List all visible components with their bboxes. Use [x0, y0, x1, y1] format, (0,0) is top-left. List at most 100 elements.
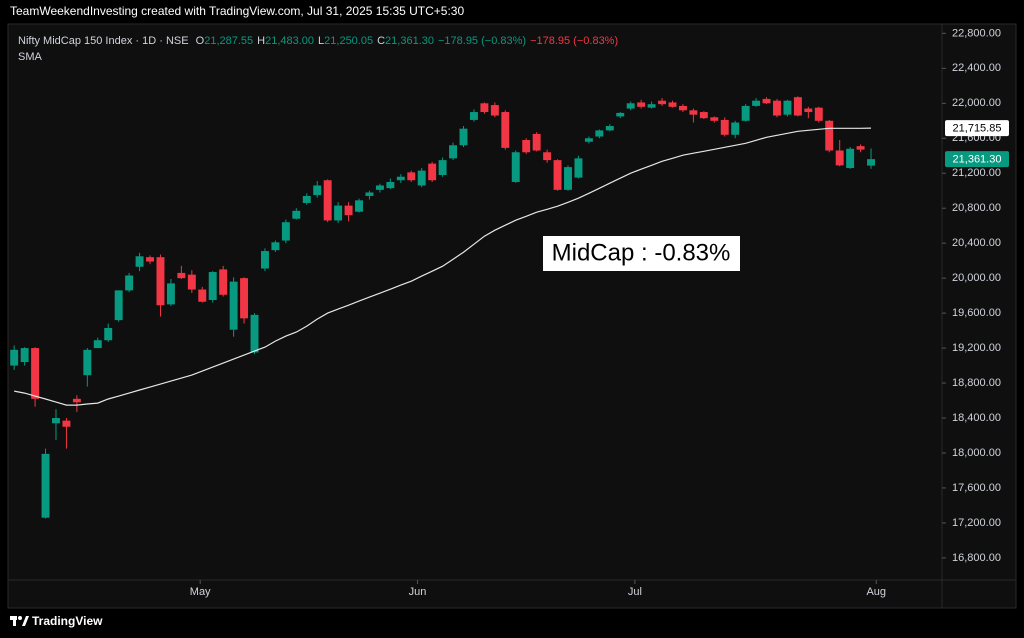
sma-line: [14, 127, 872, 406]
candle-body: [407, 172, 416, 181]
ohlc-key: H: [257, 35, 265, 47]
candle-body: [260, 251, 269, 269]
candle-body: [846, 148, 855, 168]
ohlc-key: C: [377, 35, 385, 47]
x-tick-label: Jun: [409, 586, 427, 598]
chart-panel: [7, 23, 1017, 609]
legend-line: Nifty MidCap 150 Index · 1D · NSE O21,28…: [18, 35, 618, 47]
change: −178.95 (−0.83%): [438, 35, 526, 47]
candle-body: [10, 349, 19, 366]
candle-body: [52, 418, 60, 424]
candle-body: [323, 180, 332, 221]
candle-body: [302, 195, 311, 203]
candle-body: [177, 272, 186, 279]
candle-body: [292, 210, 301, 219]
brand-logo: [10, 616, 29, 626]
y-tick-label: 18,000.00: [952, 447, 1001, 459]
candle-body: [522, 140, 531, 153]
symbol: Nifty MidCap 150 Index · 1D · NSE: [18, 35, 189, 47]
candle-body: [375, 185, 384, 190]
candle-body: [20, 348, 29, 363]
candle-body: [647, 104, 656, 108]
candle-body: [125, 275, 134, 291]
y-tick-label: 19,200.00: [952, 342, 1001, 354]
candle-body: [428, 163, 437, 181]
candle-body: [480, 103, 489, 113]
candle-body: [584, 138, 593, 142]
y-tick-label: 20,000.00: [952, 272, 1001, 284]
candle-body: [668, 102, 677, 107]
candle-body: [449, 145, 458, 159]
candle-body: [41, 453, 50, 518]
candle-body: [313, 185, 322, 196]
y-tick-label: 18,800.00: [952, 377, 1001, 389]
candle-body: [532, 133, 541, 151]
annotation-box: [543, 236, 740, 271]
x-tick-label: Jul: [628, 586, 642, 598]
candle-body: [835, 150, 844, 166]
brand: TradingView: [32, 614, 103, 628]
y-tick-label: 22,800.00: [952, 27, 1001, 39]
candle-body: [93, 340, 102, 349]
candle-body: [83, 349, 92, 376]
candle-body: [459, 128, 468, 146]
candle-body: [595, 130, 604, 137]
y-tick-label: 17,600.00: [952, 482, 1001, 494]
candle-body: [856, 146, 865, 150]
candle-body: [135, 256, 144, 267]
y-tick-label: 22,000.00: [952, 97, 1001, 109]
ohlc-value: 21,250.05: [324, 35, 373, 47]
candle-body: [814, 107, 823, 121]
candle-body: [146, 257, 154, 262]
candle-body: [637, 102, 646, 107]
candle-body: [198, 289, 207, 302]
y-tick-label: 21,200.00: [952, 167, 1001, 179]
candle-body: [208, 272, 217, 300]
candle-body: [752, 100, 761, 106]
price-tag: [945, 151, 1009, 168]
candle-body: [626, 103, 635, 109]
candle-body: [616, 112, 625, 117]
price-tag-label: 21,361.30: [953, 154, 1002, 166]
candle-body: [365, 192, 374, 196]
candle-body: [762, 98, 771, 104]
candle-body: [156, 257, 165, 306]
candle-body: [31, 348, 40, 399]
candle-body: [240, 278, 249, 319]
candle-body: [271, 242, 280, 251]
candle-body: [804, 108, 813, 113]
y-tick-label: 16,800.00: [952, 552, 1001, 564]
candle-body: [605, 126, 614, 131]
candle-body: [386, 181, 395, 189]
candle-body: [825, 120, 834, 151]
candle-body: [731, 122, 740, 135]
candle-body: [250, 314, 259, 353]
candle-body: [438, 160, 447, 175]
candle-body: [793, 97, 802, 116]
candle-body: [501, 112, 510, 148]
ohlc-value: 21,483.00: [265, 35, 314, 47]
candle-body: [699, 112, 708, 119]
candle-body: [355, 200, 363, 212]
candle-body: [783, 100, 792, 115]
candle-body: [741, 105, 750, 121]
candle-body: [543, 152, 552, 161]
y-tick-label: 17,200.00: [952, 517, 1001, 529]
candle-body: [658, 100, 667, 105]
candle-body: [678, 105, 687, 111]
candle-body: [867, 159, 876, 166]
candle-body: [334, 205, 343, 221]
x-tick-label: Aug: [866, 586, 886, 598]
ohlc-key: O: [196, 35, 205, 47]
y-tick-label: 19,600.00: [952, 307, 1001, 319]
x-tick-label: May: [190, 586, 211, 598]
candle-body: [344, 205, 353, 216]
price-tag: [945, 120, 1009, 137]
candle-body: [114, 290, 123, 321]
candle-body: [396, 176, 405, 181]
candle-body: [564, 167, 572, 190]
candle-body: [281, 222, 290, 241]
y-tick-label: 20,400.00: [952, 237, 1001, 249]
candle-body: [553, 160, 562, 190]
